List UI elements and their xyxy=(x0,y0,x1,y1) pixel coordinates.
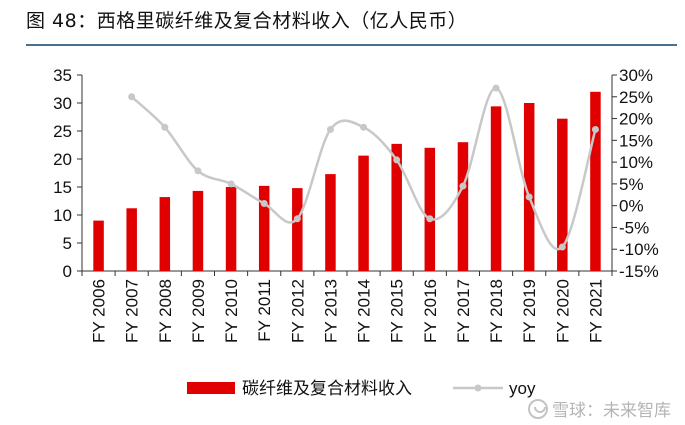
legend-line-label: yoy xyxy=(509,379,536,398)
revenue-bar xyxy=(325,174,336,271)
x-tick-label: FY 2018 xyxy=(487,279,506,343)
revenue-bar xyxy=(590,91,601,271)
axes xyxy=(77,74,617,276)
x-tick-label: FY 2014 xyxy=(355,279,374,343)
right-tick-label: -15% xyxy=(619,262,659,281)
right-tick-label: 10% xyxy=(619,153,653,172)
revenue-bar xyxy=(358,155,369,271)
x-tick-label: FY 2012 xyxy=(288,279,307,343)
right-tick-label: 15% xyxy=(619,131,653,150)
title-rule xyxy=(26,44,677,46)
x-tick-label: FY 2013 xyxy=(321,279,340,343)
revenue-bar xyxy=(225,187,237,271)
left-tick-label: 10 xyxy=(53,206,72,225)
revenue-bar xyxy=(457,142,469,271)
left-tick-label: 25 xyxy=(53,122,72,141)
revenue-bar xyxy=(523,103,535,271)
x-tick-label: FY 2009 xyxy=(189,279,208,343)
yoy-point xyxy=(558,243,566,251)
yoy-point xyxy=(426,215,434,223)
bar-series xyxy=(93,91,601,272)
x-tick-label: FY 2020 xyxy=(553,279,572,343)
snowball-logo-icon xyxy=(528,398,548,419)
yoy-point xyxy=(227,180,235,188)
yoy-point xyxy=(128,93,136,101)
x-tick-label: FY 2007 xyxy=(123,279,142,343)
left-tick-label: 0 xyxy=(63,262,72,281)
x-tick-label: FY 2006 xyxy=(90,279,109,343)
yoy-point xyxy=(326,125,334,133)
legend-bar-swatch xyxy=(187,382,235,394)
yoy-point xyxy=(360,123,368,131)
watermark-text: 雪球：未来智库 xyxy=(552,401,671,421)
revenue-bar xyxy=(93,220,104,271)
yoy-point xyxy=(293,215,301,223)
revenue-bar xyxy=(126,208,137,271)
x-tick-label: FY 2008 xyxy=(156,279,175,343)
yoy-point xyxy=(525,193,533,201)
tick-labels: 0 5 10 15 20 25 30 35 -15% -10% -5% 0% 5% 10% 15% 20% 25… xyxy=(53,66,659,343)
yoy-point xyxy=(492,84,500,92)
watermark: 雪球：未来智库 xyxy=(528,396,671,421)
left-tick-label: 30 xyxy=(53,94,72,113)
x-tick-label: FY 2016 xyxy=(421,279,440,343)
yoy-point xyxy=(161,123,169,131)
right-tick-label: 30% xyxy=(619,66,653,85)
x-tick-label: FY 2017 xyxy=(454,279,473,343)
x-tick-label: FY 2011 xyxy=(255,279,274,342)
revenue-bar xyxy=(424,147,436,271)
x-tick-label: FY 2010 xyxy=(222,279,241,343)
x-tick-label: FY 2019 xyxy=(520,279,539,343)
x-tick-label: FY 2015 xyxy=(388,279,407,343)
left-tick-label: 15 xyxy=(53,178,72,197)
yoy-point xyxy=(260,199,268,207)
revenue-bar xyxy=(192,190,204,271)
yoy-point xyxy=(459,182,467,190)
right-tick-label: -10% xyxy=(619,240,659,259)
revenue-bar xyxy=(557,118,568,272)
yoy-point xyxy=(591,125,599,133)
right-tick-label: 20% xyxy=(619,110,653,129)
revenue-bar xyxy=(159,197,171,271)
legend-line-marker xyxy=(474,384,482,392)
right-tick-label: 25% xyxy=(619,88,653,107)
left-tick-label: 20 xyxy=(53,150,72,169)
revenue-bar xyxy=(258,185,270,271)
right-tick-label: 5% xyxy=(619,175,644,194)
left-tick-label: 5 xyxy=(63,234,72,253)
left-tick-label: 35 xyxy=(53,66,72,85)
yoy-point xyxy=(393,156,401,164)
yoy-point xyxy=(194,167,202,175)
revenue-bar xyxy=(391,143,402,271)
legend: 碳纤维及复合材料收入 yoy xyxy=(187,379,536,398)
right-tick-label: -5% xyxy=(619,218,649,237)
x-tick-label: FY 2021 xyxy=(586,279,605,343)
right-tick-label: 0% xyxy=(619,197,644,216)
legend-bar-label: 碳纤维及复合材料收入 xyxy=(242,379,412,398)
revenue-bar xyxy=(490,106,502,271)
yoy-line-series xyxy=(128,84,599,251)
revenue-bar xyxy=(292,188,303,271)
figure-title: 图 48：西格里碳纤维及复合材料收入（亿人民币） xyxy=(26,10,468,32)
